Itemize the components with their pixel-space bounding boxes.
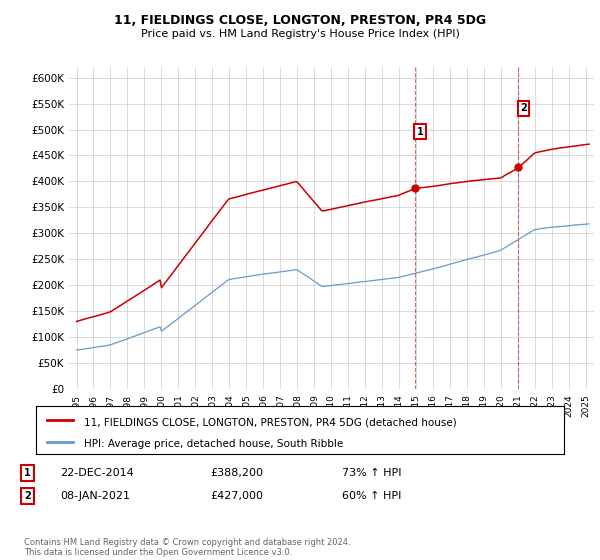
Text: 1: 1 xyxy=(24,468,31,478)
Text: 1: 1 xyxy=(416,127,424,137)
Text: 22-DEC-2014: 22-DEC-2014 xyxy=(60,468,134,478)
Text: 73% ↑ HPI: 73% ↑ HPI xyxy=(342,468,401,478)
Text: 08-JAN-2021: 08-JAN-2021 xyxy=(60,491,130,501)
Text: 2: 2 xyxy=(520,104,527,113)
Text: Contains HM Land Registry data © Crown copyright and database right 2024.
This d: Contains HM Land Registry data © Crown c… xyxy=(24,538,350,557)
Text: HPI: Average price, detached house, South Ribble: HPI: Average price, detached house, Sout… xyxy=(83,439,343,449)
Text: 11, FIELDINGS CLOSE, LONGTON, PRESTON, PR4 5DG (detached house): 11, FIELDINGS CLOSE, LONGTON, PRESTON, P… xyxy=(83,418,456,428)
Text: Price paid vs. HM Land Registry's House Price Index (HPI): Price paid vs. HM Land Registry's House … xyxy=(140,29,460,39)
Text: 60% ↑ HPI: 60% ↑ HPI xyxy=(342,491,401,501)
Text: £388,200: £388,200 xyxy=(210,468,263,478)
Text: 2: 2 xyxy=(24,491,31,501)
Text: £427,000: £427,000 xyxy=(210,491,263,501)
Text: 11, FIELDINGS CLOSE, LONGTON, PRESTON, PR4 5DG: 11, FIELDINGS CLOSE, LONGTON, PRESTON, P… xyxy=(114,14,486,27)
